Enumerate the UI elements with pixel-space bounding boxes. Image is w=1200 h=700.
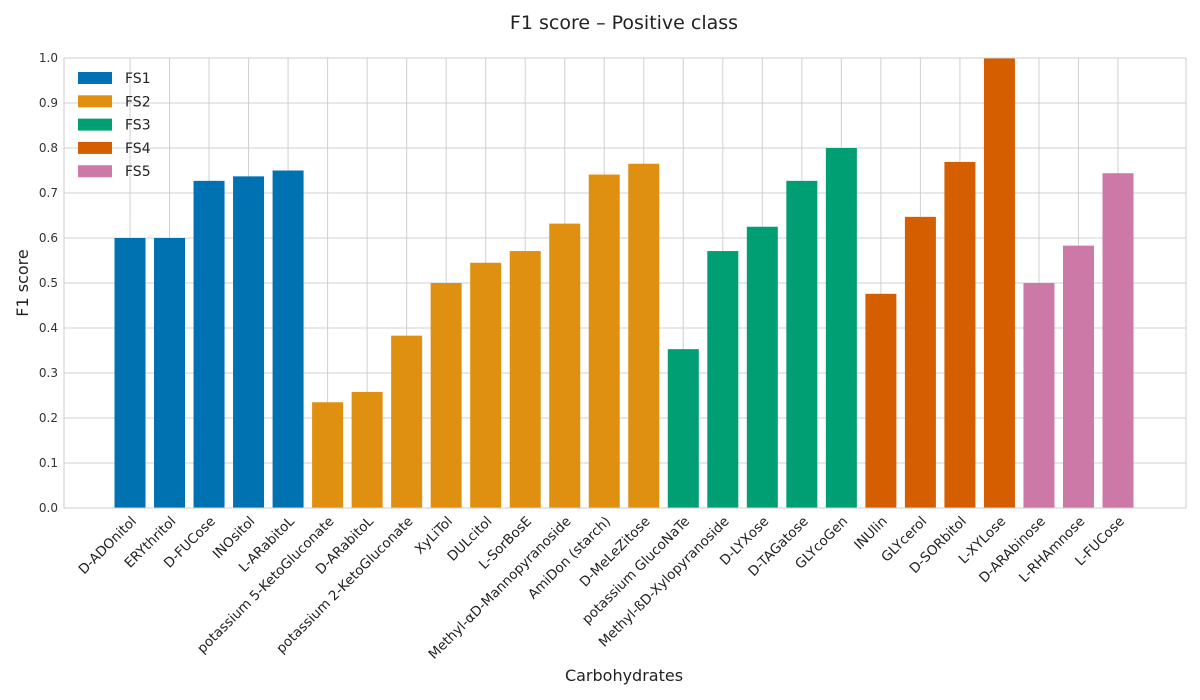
- bar: [193, 180, 225, 508]
- bar: [430, 283, 462, 508]
- bar: [1023, 283, 1055, 508]
- plot-frame: [63, 57, 1187, 509]
- bar: [114, 238, 146, 508]
- x-axis-label: Carbohydrates: [565, 666, 683, 685]
- bar: [786, 180, 818, 508]
- bar: [549, 223, 581, 508]
- legend-swatch: [78, 118, 112, 131]
- bar: [707, 251, 739, 509]
- y-tick-label: 0.3: [39, 366, 58, 380]
- bar: [509, 251, 541, 509]
- bar: [628, 163, 660, 508]
- y-tick-labels: 0.0 0.1 0.2 0.3 0.4 0.5 0.6 0.7 0.8 0.9 1.0: [39, 51, 58, 515]
- y-tick-label: 0.2: [39, 411, 58, 425]
- y-tick-label: 0.4: [39, 321, 58, 335]
- legend-label: FS3: [125, 118, 151, 134]
- bar: [470, 262, 502, 508]
- bar: [825, 148, 857, 508]
- legend-label: FS2: [125, 94, 151, 110]
- bar: [667, 349, 699, 508]
- legend-swatch: [78, 165, 112, 178]
- legend: FS1 FS2 FS3 FS4 FS5: [78, 71, 151, 180]
- y-tick-label: 0.0: [39, 501, 58, 515]
- bar: [391, 335, 423, 508]
- bar: [983, 58, 1015, 508]
- legend-label: FS4: [125, 141, 151, 157]
- bar: [904, 216, 936, 508]
- bar: [1102, 173, 1134, 508]
- bar: [865, 293, 897, 508]
- legend-swatch: [78, 141, 112, 154]
- legend-swatch: [78, 95, 112, 108]
- bars: [114, 58, 1134, 509]
- bar: [944, 161, 976, 508]
- bar: [272, 170, 304, 508]
- y-tick-label: 1.0: [39, 51, 58, 65]
- chart-title: F1 score – Positive class: [510, 12, 738, 34]
- bar: [312, 402, 344, 508]
- y-tick-label: 0.9: [39, 96, 58, 110]
- legend-swatch: [78, 72, 112, 84]
- bar: [154, 238, 186, 508]
- y-tick-label: 0.6: [39, 231, 58, 245]
- bar: [588, 174, 620, 509]
- legend-label: FS1: [125, 71, 151, 87]
- y-tick-label: 0.1: [39, 456, 58, 470]
- bar: [746, 226, 778, 508]
- y-axis-label: F1 score: [13, 249, 32, 316]
- y-tick-label: 0.8: [39, 141, 58, 155]
- bar: [351, 391, 383, 508]
- y-tick-label: 0.7: [39, 186, 58, 200]
- y-tick-label: 0.5: [39, 276, 58, 290]
- legend-label: FS5: [125, 164, 151, 180]
- bar: [1062, 245, 1094, 508]
- bar: [233, 176, 265, 508]
